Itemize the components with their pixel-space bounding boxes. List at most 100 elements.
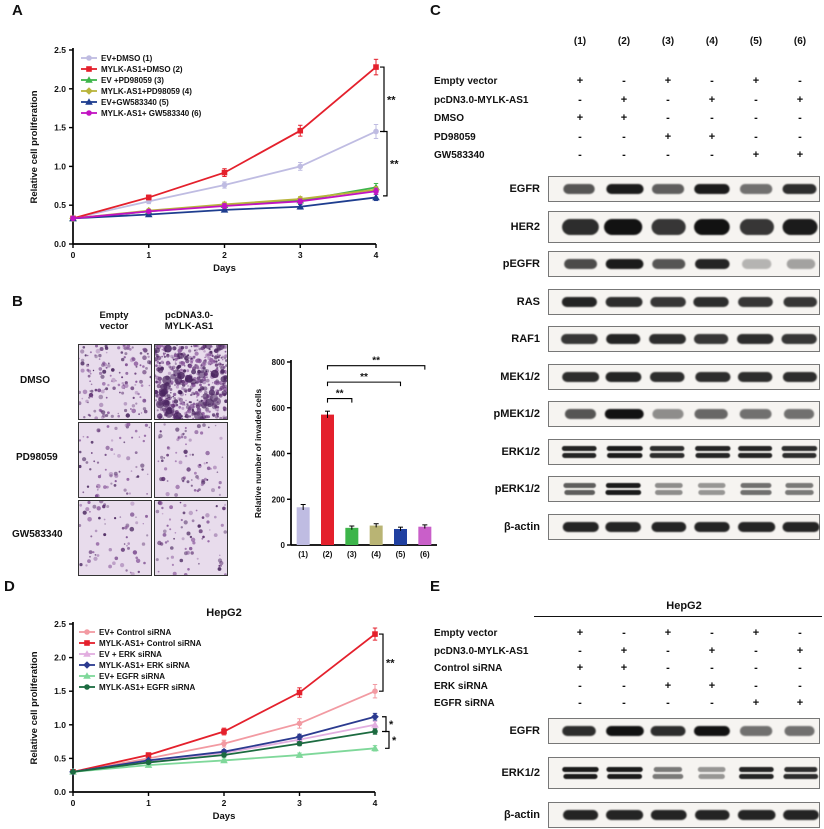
panel-a-proliferation-chart: 0.0 0.5 1.0 1.5 2.0 2.5 0 1 2 3 4 Relative cell pro…: [29, 45, 399, 274]
chart-text: 200: [272, 495, 286, 504]
condition-mark: -: [754, 112, 758, 124]
col-header-line: pcDNA3.0-: [164, 310, 214, 321]
condition-mark: -: [666, 112, 670, 124]
data-marker: [296, 689, 303, 696]
legend-label: MYLK-AS1+DMSO (2): [101, 65, 183, 74]
blot-strip-ras: [548, 288, 820, 315]
condition-mark: +: [620, 93, 628, 106]
panel-d-hepg2-proliferation-chart: 0.0 0.5 1.0 1.5 2.0 2.5 0 1 2 3 4 HepG2 Relative cel…: [29, 607, 397, 822]
blot-label: RAS: [516, 295, 540, 308]
col-header-empty-vector: Empty vector: [78, 310, 150, 332]
invasion-image-dmso-mylk-as1: [154, 344, 228, 420]
chart-text: 0: [71, 798, 76, 808]
col-header-line: vector: [99, 321, 129, 332]
sig-label: **: [386, 658, 395, 670]
series-5: [70, 187, 379, 222]
data-marker: [70, 215, 76, 222]
condition-label: Empty vector: [434, 628, 498, 639]
blot-strip-egfr: [548, 176, 820, 202]
data-marker: [83, 672, 91, 679]
data-marker: [221, 740, 227, 747]
data-marker: [84, 640, 90, 646]
legend-label: EV +PD98059 (3): [101, 76, 164, 85]
condition-label: PD98059: [434, 131, 476, 143]
blot-strip-pmek1-2: [548, 401, 820, 427]
chart-text: (5): [396, 550, 406, 559]
sig-bracket: *: [382, 716, 394, 733]
blot-strip-erk1-2: [548, 757, 820, 789]
condition-mark: +: [796, 697, 804, 709]
condition-mark: -: [798, 679, 802, 692]
panel-b-invasion-images: [78, 344, 230, 576]
condition-mark: -: [710, 75, 714, 87]
data-marker: [145, 208, 152, 215]
chart-text: 0.0: [54, 787, 66, 797]
invasion-image-gw583340-mylk-as1: [154, 500, 228, 576]
x-axis-label: Days: [213, 811, 236, 822]
data-marker: [145, 752, 152, 758]
panel-a-label: A: [12, 2, 23, 19]
chart-text: 2.5: [54, 45, 66, 55]
bar-(4): [369, 523, 383, 545]
panel-b-label: B: [12, 293, 23, 310]
condition-mark: -: [710, 627, 714, 639]
legend-label: MYLK-AS1+PD98059 (4): [101, 87, 192, 96]
row-label-dmso: DMSO: [20, 375, 50, 386]
condition-mark: +: [752, 697, 760, 709]
sig-bracket: **: [383, 130, 399, 197]
blot-label: RAF1: [511, 333, 540, 345]
condition-mark: -: [622, 679, 626, 692]
sig-bracket: **: [326, 372, 402, 387]
data-marker: [220, 756, 228, 764]
data-marker: [84, 684, 90, 690]
blot-strip-pegfr: [548, 251, 820, 277]
condition-mark: +: [664, 130, 672, 143]
data-marker: [85, 87, 93, 95]
condition-mark: +: [576, 75, 584, 87]
data-marker: [296, 202, 305, 210]
data-marker: [70, 769, 76, 775]
data-marker: [372, 631, 378, 637]
chart-text: 800: [272, 358, 286, 367]
chart-text: (4): [371, 550, 381, 559]
condition-label: ERK siRNA: [434, 680, 488, 692]
panel-c-western-blots: (1) (2) (3) (4) (5) (6) Empty vector + - + - + - pcDN…: [428, 0, 824, 576]
condition-mark: -: [754, 679, 758, 692]
condition-mark: -: [622, 75, 626, 87]
data-marker: [296, 720, 303, 727]
condition-mark: +: [796, 149, 804, 161]
condition-label: pcDN3.0-MYLK-AS1: [434, 94, 529, 106]
condition-mark: +: [664, 75, 672, 87]
condition-mark: +: [620, 644, 628, 657]
condition-mark: -: [666, 644, 670, 657]
chart-text: 4: [374, 250, 379, 260]
bar-(5): [394, 526, 407, 545]
condition-mark: -: [622, 130, 626, 143]
condition-mark: +: [708, 130, 716, 143]
chart-text: (2): [323, 550, 333, 559]
data-marker: [372, 688, 378, 694]
condition-mark: -: [622, 149, 626, 161]
bar-(2): [321, 410, 334, 545]
condition-mark: -: [798, 662, 802, 674]
invasion-image-pd98059-empty-vector: [78, 422, 152, 498]
y-axis-label: Relative cell proliferation: [29, 651, 40, 764]
data-marker: [372, 193, 380, 201]
condition-mark: -: [578, 149, 582, 161]
condition-label: Control siRNA: [434, 663, 503, 674]
panel-c-label: C: [430, 2, 441, 19]
condition-mark: +: [708, 93, 716, 106]
invasion-image-gw583340-empty-vector: [78, 500, 152, 576]
y-axis-label: Relative number of invaded cells: [253, 389, 263, 518]
lane-number: (6): [793, 36, 807, 47]
blot-strip--actin: [548, 802, 820, 828]
panel-b-invaded-cells-chart: 0 200 400 600 800 (1) (2) (3) (4) (5) (6) Relative …: [253, 356, 437, 559]
sig-label: *: [392, 735, 397, 747]
condition-mark: -: [622, 697, 626, 709]
data-marker: [371, 712, 379, 721]
chart-text: 1.5: [54, 686, 66, 696]
condition-mark: -: [798, 112, 802, 124]
data-marker: [83, 661, 91, 669]
chart-text: 0.5: [54, 753, 66, 763]
condition-mark: -: [578, 679, 582, 692]
